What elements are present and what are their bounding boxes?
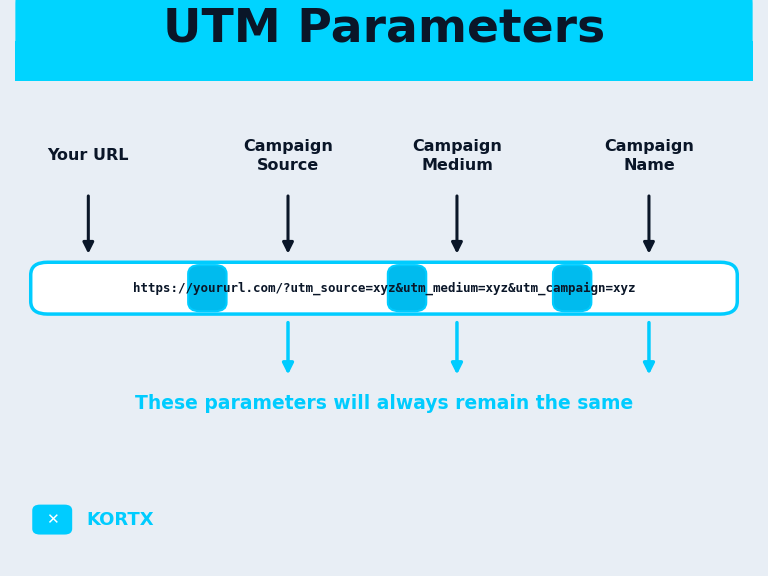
- Text: ✕: ✕: [46, 512, 58, 527]
- Text: These parameters will always remain the same: These parameters will always remain the …: [135, 394, 633, 413]
- FancyBboxPatch shape: [553, 265, 591, 311]
- FancyBboxPatch shape: [31, 262, 737, 314]
- Text: https://yoururl.com/?utm_source=xyz&utm_medium=xyz&utm_campaign=xyz: https://yoururl.com/?utm_source=xyz&utm_…: [133, 282, 635, 295]
- Text: Campaign
Medium: Campaign Medium: [412, 139, 502, 173]
- Text: UTM Parameters: UTM Parameters: [163, 6, 605, 52]
- FancyBboxPatch shape: [388, 265, 426, 311]
- Text: Campaign
Source: Campaign Source: [243, 139, 333, 173]
- FancyBboxPatch shape: [15, 41, 753, 81]
- Text: KORTX: KORTX: [86, 510, 154, 529]
- FancyBboxPatch shape: [15, 12, 753, 564]
- Text: Your URL: Your URL: [48, 148, 129, 163]
- FancyBboxPatch shape: [188, 265, 227, 311]
- FancyBboxPatch shape: [32, 505, 72, 535]
- FancyBboxPatch shape: [15, 0, 753, 81]
- Text: Campaign
Name: Campaign Name: [604, 139, 694, 173]
